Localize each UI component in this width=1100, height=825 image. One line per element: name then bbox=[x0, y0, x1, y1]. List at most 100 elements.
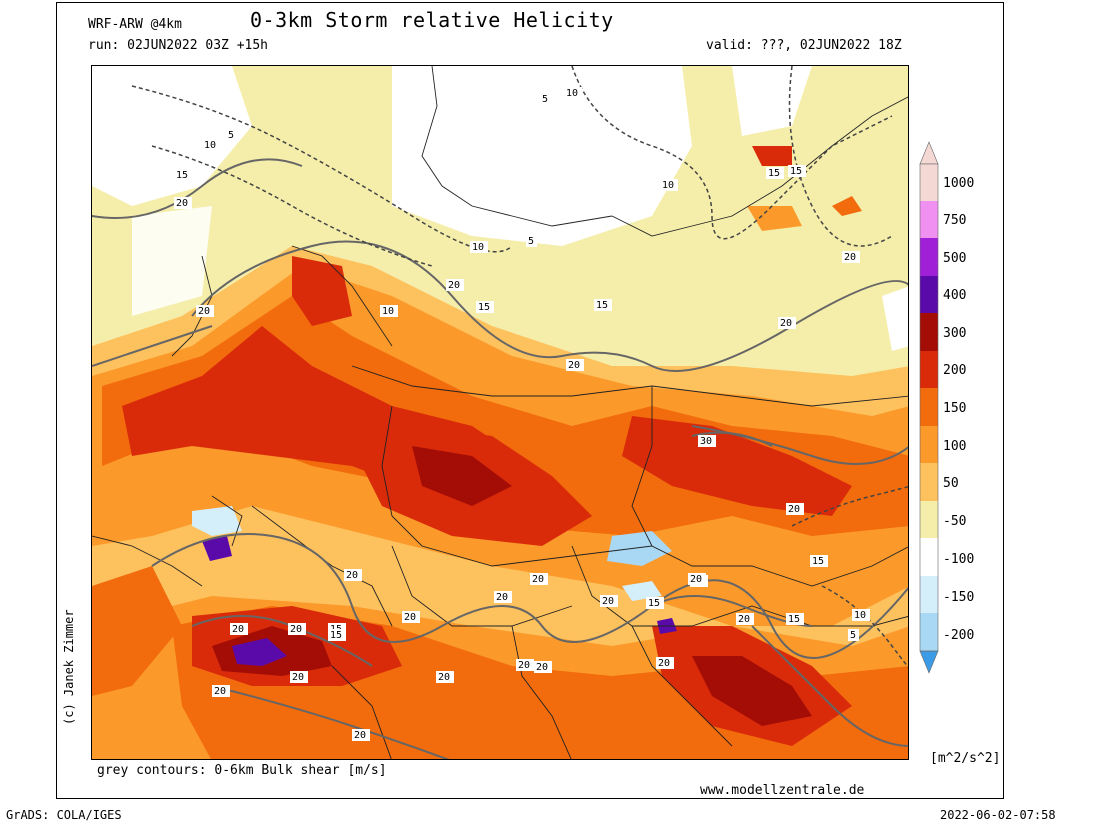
colorbar-label: 1000 bbox=[943, 176, 975, 191]
negative-helicity-area bbox=[607, 531, 672, 566]
contour-label-bg bbox=[564, 87, 582, 99]
colorbar-swatch-neg50 bbox=[920, 538, 938, 576]
contour-label: 20 bbox=[532, 574, 544, 585]
negative-helicity-area bbox=[622, 581, 662, 601]
contour-label: 20 bbox=[658, 658, 670, 669]
colorbar-units: [m^2/s^2] bbox=[930, 751, 1001, 766]
helicity-400-area bbox=[692, 656, 812, 726]
contour-label: 20 bbox=[448, 280, 460, 291]
contour-label-bg bbox=[470, 241, 488, 253]
model-label: WRF-ARW @4km bbox=[88, 17, 182, 32]
colorbar bbox=[919, 141, 939, 674]
contour-label-bg bbox=[786, 613, 804, 625]
contour-label-bg bbox=[226, 129, 237, 141]
contour-label: 20 bbox=[496, 592, 508, 603]
colorbar-label: 500 bbox=[943, 251, 967, 266]
contour-label-bg bbox=[788, 165, 806, 177]
colorbar-swatch-1000 bbox=[920, 164, 938, 201]
contour-label-bg bbox=[516, 659, 534, 671]
contour-label: 20 bbox=[214, 686, 226, 697]
contour-label-bg bbox=[328, 629, 346, 641]
colorbar-swatch-300 bbox=[920, 313, 938, 351]
helicity-400-area bbox=[412, 446, 512, 506]
contour-label: 20 bbox=[404, 612, 416, 623]
colorbar-swatch-400 bbox=[920, 276, 938, 313]
colorbar-label: 50 bbox=[943, 476, 959, 491]
helicity-150-area bbox=[747, 206, 802, 231]
contour-label: 20 bbox=[788, 504, 800, 515]
colorbar-label: 100 bbox=[943, 439, 967, 454]
helicity-300-area bbox=[622, 416, 852, 516]
colorbar-label: -200 bbox=[943, 628, 975, 643]
colorbar-label: 300 bbox=[943, 326, 967, 341]
chart-title: 0-3km Storm relative Helicity bbox=[250, 8, 614, 32]
colorbar-swatch-150 bbox=[920, 388, 938, 426]
helicity-map: 5 10 15 20 20 15 10 5 10 15 20 15 10 5 10 15 20 20 20 15 20 1… bbox=[91, 65, 909, 760]
colorbar-swatch-neg150 bbox=[920, 613, 938, 651]
contour-label: 20 bbox=[354, 730, 366, 741]
contour-label: 5 bbox=[850, 630, 856, 641]
contour-label-bg bbox=[842, 251, 860, 263]
contour-label: 20 bbox=[346, 570, 358, 581]
contour-label: 5 bbox=[228, 130, 234, 141]
contour-label-bg bbox=[436, 671, 454, 683]
contour-label-bg bbox=[594, 299, 612, 311]
low-helicity-area bbox=[92, 66, 252, 206]
contour-label-bg bbox=[174, 169, 192, 181]
contour-label: 10 bbox=[382, 306, 394, 317]
contour-label-bg bbox=[402, 611, 420, 623]
contour-label: 10 bbox=[204, 140, 216, 151]
contour-label: 15 bbox=[330, 630, 342, 641]
contour-label-bg bbox=[288, 623, 306, 635]
contour-label: 30 bbox=[700, 436, 712, 447]
contour-label-bg bbox=[736, 613, 754, 625]
contour-label: 15 bbox=[176, 170, 188, 181]
negative-helicity-area bbox=[192, 506, 242, 536]
colorbar-label: 200 bbox=[943, 363, 967, 378]
colorbar-swatch-0 bbox=[920, 501, 938, 538]
contour-label-bg bbox=[230, 623, 248, 635]
contours-note: grey contours: 0-6km Bulk shear [m/s] bbox=[97, 763, 387, 778]
contour-label: 15 bbox=[648, 598, 660, 609]
contour-label-bg bbox=[352, 729, 370, 741]
contour-label-bg bbox=[380, 305, 398, 317]
helicity-200-area bbox=[832, 196, 862, 216]
contour-label-bg bbox=[566, 359, 584, 371]
contour-label: 20 bbox=[232, 624, 244, 635]
contour-label: 20 bbox=[292, 672, 304, 683]
contour-label: 10 bbox=[854, 610, 866, 621]
valid-label: valid: ???, 02JUN2022 18Z bbox=[706, 38, 902, 53]
website-link[interactable]: www.modellzentrale.de bbox=[700, 783, 865, 798]
helicity-500-area bbox=[232, 638, 287, 666]
contour-labels: 5 10 15 20 20 15 10 5 10 15 20 15 10 5 10 15 20 20 20 15 20 1… bbox=[174, 87, 870, 741]
contour-label: 5 bbox=[528, 236, 534, 247]
contour-label: 10 bbox=[566, 88, 578, 99]
copyright-label: (c) Janek Zimmer bbox=[62, 609, 76, 725]
colorbar-label: 150 bbox=[943, 401, 967, 416]
low-helicity-area bbox=[882, 286, 908, 351]
contour-label: 10 bbox=[662, 180, 674, 191]
figure-frame bbox=[56, 2, 1004, 799]
contour-label-bg bbox=[446, 279, 464, 291]
contour-label: 20 bbox=[690, 574, 702, 585]
helicity-500-area bbox=[202, 536, 232, 561]
contour-label-bg bbox=[786, 503, 804, 515]
contour-label: 5 bbox=[542, 94, 548, 105]
colorbar-swatch-750 bbox=[920, 201, 938, 238]
contour-label-bg bbox=[656, 657, 674, 669]
contour-label-bg bbox=[810, 555, 828, 567]
colorbar-top-arrow bbox=[919, 141, 939, 165]
colorbar-swatch-500 bbox=[920, 238, 938, 276]
run-label: run: 02JUN2022 03Z +15h bbox=[88, 38, 269, 53]
low-helicity-area bbox=[132, 206, 212, 316]
contour-label-bg bbox=[530, 573, 548, 585]
helicity-300-area bbox=[292, 256, 352, 326]
contour-label: 20 bbox=[438, 672, 450, 683]
contour-label-bg bbox=[778, 317, 796, 329]
colorbar-swatch-50 bbox=[920, 463, 938, 501]
bulk-shear-dashed-contours bbox=[131, 66, 908, 669]
contour-label: 20 bbox=[176, 198, 188, 209]
contour-label-bg bbox=[600, 595, 618, 607]
helicity-200-area bbox=[92, 566, 182, 696]
contour-label: 10 bbox=[472, 242, 484, 253]
